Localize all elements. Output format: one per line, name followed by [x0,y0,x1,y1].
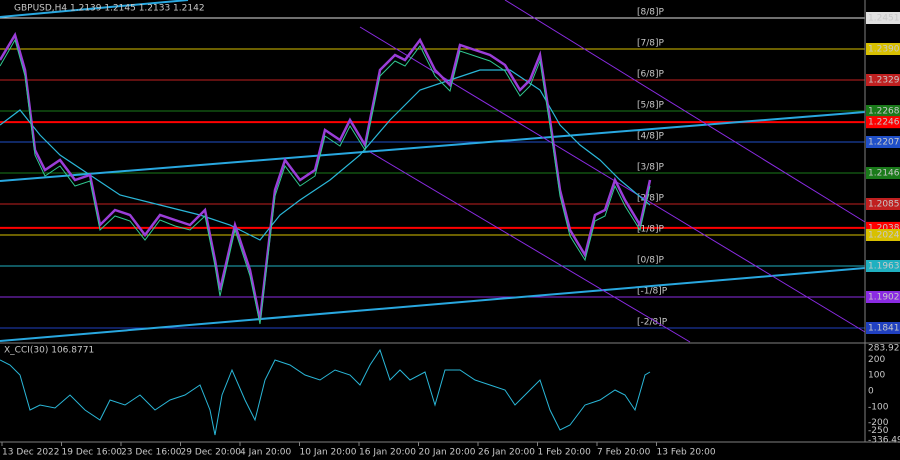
price-box [866,198,900,211]
price-label: 1.1963 [868,262,900,272]
time-label: 4 Jan 20:00 [240,448,292,458]
time-label: 7 Feb 20:00 [597,448,651,458]
channel-line [369,151,691,343]
indicator-tick: 0 [868,387,874,397]
murray-tag: [-2/8]P [637,318,668,328]
murray-tag: [3/8]P [637,163,665,173]
murray-tag: [7/8]P [637,39,665,49]
indicator-label: X_CCI(30) 106.8771 [4,346,94,356]
murray-tag: [1/8]P [637,225,665,235]
price-label: 1.2246 [868,118,900,128]
time-label: 29 Dec 20:00 [181,448,242,458]
levels: [8/8]P 1.2451 [7/8]P 1.2390 [6/8]P 1.2329 [5/8… [0,8,900,335]
time-label: 10 Jan 20:00 [300,448,357,458]
murray-tag: [4/8]P [637,132,665,142]
price-label: 1.2329 [868,76,900,86]
symbol: GBPUSD,H4 [14,4,67,14]
price-box [866,291,900,304]
price-candles [0,31,652,321]
time-label: 13 Dec 2022 [2,448,60,458]
murray-tag: [8/8]P [637,8,665,18]
price-box [866,260,900,273]
time-label: 1 Feb 20:00 [538,448,592,458]
indicator-tick: -100 [868,402,889,412]
channel-line [504,0,866,223]
indicator-tick: -250 [868,426,889,436]
price-label: 1.2207 [868,138,900,148]
price-box [866,167,900,180]
quote: 1.2139 1.2145 1.2133 1.2142 [70,4,205,14]
time-label: 19 Dec 16:00 [62,448,123,458]
price-label: 1.1902 [868,293,900,303]
time-label: 26 Jan 20:00 [478,448,535,458]
price-label: 1.2390 [868,45,900,55]
time-label: 23 Dec 16:00 [121,448,182,458]
murray-tag: [2/8]P [637,194,665,204]
murray-tag: [6/8]P [637,70,665,80]
indicator-tick: -200 [868,418,889,428]
indicator-tick: 283.9211 [868,344,900,354]
price-box [866,322,900,335]
price-label: 1.2146 [868,169,900,179]
murray-tag: [5/8]P [637,101,665,111]
price-box [866,43,900,56]
indicator-axis: 283.9211200 100 0 -100 -200-250-336.4986 [868,344,900,446]
trend-line [0,111,866,182]
price-label: 1.2038 [868,223,900,233]
trend-line [0,267,866,342]
cci-line [0,348,651,436]
indicator-tick: 200 [868,355,885,365]
price-label: 1.2268 [868,107,900,117]
indicator-tick: -336.4986 [868,436,900,446]
price-box [866,136,900,149]
murray-tag: [0/8]P [637,256,665,266]
price-box [866,116,900,129]
time-label: 16 Jan 20:00 [359,448,416,458]
indicator-tick: 100 [868,371,885,381]
time-label: 13 Feb 20:00 [657,448,716,458]
trend-line [0,0,189,18]
price-label: 1.1841 [868,324,900,334]
price-box [866,105,900,118]
price-label: 1.2085 [868,200,900,210]
murray-tag: [-1/8]P [637,287,668,297]
price-label: 1.2024 [868,231,900,241]
price-wicks [0,38,651,325]
price-label: 1.2451 [868,14,900,24]
price-box [866,74,900,87]
price-box [866,12,900,24]
time-label: 20 Jan 20:00 [419,448,476,458]
price-box [866,229,900,242]
